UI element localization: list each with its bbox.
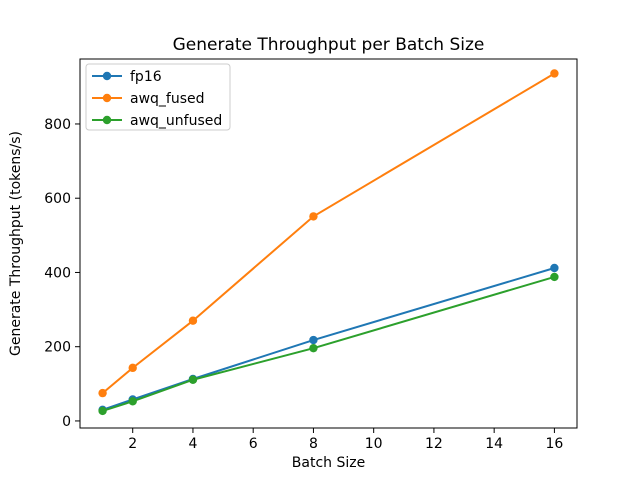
data-point-awq_fused <box>309 212 318 221</box>
data-point-awq_unfused <box>309 343 318 353</box>
x-tick-label: 6 <box>249 436 258 452</box>
data-point-awq_fused <box>128 363 137 373</box>
series-line-awq_unfused <box>102 275 555 412</box>
legend-frame <box>85 63 231 131</box>
x-tick-label: 14 <box>485 436 503 452</box>
axes-frame <box>79 58 578 429</box>
x-tick-label: 12 <box>425 436 443 452</box>
y-tick-label: 200 <box>44 340 71 356</box>
x-tick-label: 10 <box>365 436 383 452</box>
y-tick-label: 600 <box>44 191 71 207</box>
data-point-awq_unfused <box>188 375 198 384</box>
y-tick-label: 400 <box>44 265 71 281</box>
data-point-awq_fused <box>550 69 559 78</box>
legend: fp16 awq_fused awq_unfused <box>85 63 231 131</box>
y-axis-label: Generate Throughput (tokens/s) <box>8 131 24 356</box>
plot-area: 2 4 6 8 10 12 14 16 0 200 400 600 800 <box>44 58 578 452</box>
data-point-awq_fused <box>188 316 198 325</box>
data-point-awq_unfused <box>128 397 137 406</box>
x-tick-label: 8 <box>309 436 318 452</box>
chart-title: Generate Throughput per Batch Size <box>173 35 485 55</box>
legend-label-awq_fused: awq_fused <box>130 91 205 107</box>
legend-label-fp16: fp16 <box>130 69 162 85</box>
x-tick-label: 4 <box>188 436 197 452</box>
data-point-fp16 <box>309 335 318 345</box>
legend-marker-fp16 <box>102 71 112 81</box>
x-tick-label: 16 <box>545 436 563 452</box>
x-tick-label: 2 <box>128 436 137 452</box>
data-point-awq_fused <box>98 388 107 398</box>
data-point-awq_unfused <box>98 406 107 416</box>
legend-marker-awq_fused <box>102 93 112 103</box>
y-tick-label: 0 <box>62 414 71 430</box>
y-tick-label: 800 <box>44 117 71 133</box>
legend-label-awq_unfused: awq_unfused <box>130 113 222 129</box>
data-point-awq_unfused <box>550 272 559 282</box>
data-point-fp16 <box>550 263 559 273</box>
legend-marker-awq_unfused <box>102 115 112 125</box>
x-axis-label: Batch Size <box>292 455 365 471</box>
